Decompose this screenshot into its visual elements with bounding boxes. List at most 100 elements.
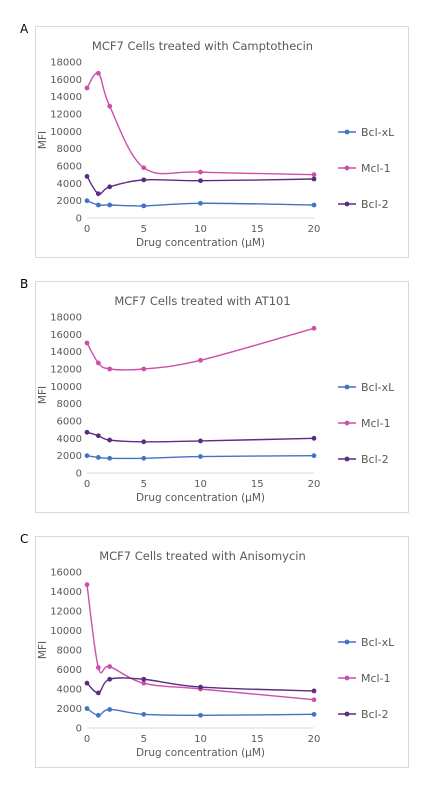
data-point	[141, 455, 147, 461]
x-tick-label: 0	[84, 479, 90, 490]
x-tick-label: 15	[251, 224, 264, 235]
data-point	[311, 711, 317, 717]
y-tick-label: 16000	[50, 330, 82, 341]
x-tick-label: 0	[84, 734, 90, 745]
data-point	[198, 684, 203, 690]
data-point	[198, 169, 203, 175]
y-tick-label: 2000	[57, 451, 82, 462]
chart-frame	[35, 536, 409, 768]
line-chart-svg: MCF7 Cells treated with AT101 0 2000 4000 60…	[37, 294, 395, 504]
legend-marker	[344, 201, 350, 207]
x-axis-title: Drug concentration (µM)	[136, 237, 265, 249]
y-tick-label: 14000	[50, 92, 82, 103]
y-tick-label: 10000	[50, 127, 82, 138]
chart-title: MCF7 Cells treated with Anisomycin	[99, 549, 306, 563]
data-point	[84, 198, 90, 204]
data-point	[95, 360, 101, 366]
x-tick-label: 20	[308, 734, 321, 745]
chart-frame	[35, 26, 409, 258]
y-tick-label: 12000	[50, 365, 82, 376]
y-tick-label: 0	[76, 469, 82, 480]
chart-panel-a: A MCF7 Cells treated with Camptothecin 0 2…	[0, 22, 426, 274]
y-tick-label: 0	[76, 724, 82, 735]
series-line-mcl-1	[86, 327, 315, 371]
data-point	[141, 177, 147, 183]
x-tick-label: 15	[251, 479, 264, 490]
y-tick-label: 4000	[57, 685, 82, 696]
data-point	[141, 203, 147, 209]
data-point	[141, 439, 147, 445]
legend-label: Bcl-xL	[361, 126, 395, 139]
line-chart-svg: MCF7 Cells treated with Anisomycin 0 2000 4…	[37, 549, 395, 759]
data-point	[107, 202, 113, 208]
data-point	[311, 202, 317, 208]
x-axis-title: Drug concentration (µM)	[136, 492, 265, 504]
data-point	[95, 191, 101, 197]
data-point	[84, 85, 90, 91]
legend-label: Bcl-xL	[361, 381, 395, 394]
legend-label: Bcl-2	[361, 708, 389, 721]
legend-label: Mcl-1	[361, 417, 391, 430]
panel-label: C	[20, 532, 29, 546]
data-point	[141, 676, 147, 682]
data-point	[95, 712, 101, 718]
legend-marker	[344, 675, 350, 681]
data-point	[107, 455, 113, 461]
data-point	[198, 200, 203, 206]
y-tick-label: 6000	[57, 162, 82, 173]
y-tick-label: 12000	[50, 110, 82, 121]
x-tick-label: 10	[194, 224, 207, 235]
legend-label: Mcl-1	[361, 672, 391, 685]
series-line-mcl-1	[86, 72, 315, 176]
y-axis-title: MFI	[37, 386, 49, 404]
data-point	[95, 202, 101, 208]
series-line-mcl-1	[86, 584, 315, 701]
legend-marker	[344, 384, 350, 390]
data-point	[107, 664, 113, 669]
y-tick-label: 4000	[57, 434, 82, 445]
y-tick-label: 6000	[57, 417, 82, 428]
data-point	[311, 176, 317, 182]
chart-panel-b: B MCF7 Cells treated with AT101 0 2000 4000…	[0, 277, 426, 529]
data-point	[107, 707, 113, 712]
data-point	[141, 366, 147, 372]
data-point	[107, 184, 113, 190]
y-tick-label: 2000	[57, 704, 82, 715]
legend-label: Bcl-2	[361, 198, 389, 211]
line-chart-svg: MCF7 Cells treated with Camptothecin0200…	[37, 39, 395, 249]
x-tick-label: 10	[194, 734, 207, 745]
y-tick-label: 16000	[50, 568, 82, 579]
legend-marker	[344, 165, 350, 171]
data-point	[141, 680, 147, 686]
data-point	[95, 690, 101, 696]
y-tick-label: 4000	[57, 179, 82, 190]
data-point	[311, 435, 317, 441]
x-tick-label: 10	[194, 479, 207, 490]
x-tick-label: 5	[141, 224, 147, 235]
y-tick-label: 8000	[57, 646, 82, 657]
legend-label: Bcl-2	[361, 453, 389, 466]
y-tick-label: 8000	[57, 144, 82, 155]
x-tick-label: 15	[251, 734, 264, 745]
y-tick-label: 18000	[50, 313, 82, 324]
y-axis-title: MFI	[37, 641, 49, 659]
y-axis-title: MFI	[37, 131, 49, 149]
legend-marker	[344, 456, 350, 462]
y-tick-label: 14000	[50, 587, 82, 598]
x-tick-label: 5	[141, 734, 147, 745]
x-tick-label: 5	[141, 479, 147, 490]
data-point	[198, 454, 203, 459]
data-point	[107, 103, 113, 109]
data-point	[311, 697, 317, 703]
chart-panel-c: C MCF7 Cells treated with Anisomycin 0 200…	[0, 532, 426, 784]
x-axis-title: Drug concentration (µM)	[136, 747, 265, 759]
data-point	[95, 455, 101, 460]
data-point	[84, 429, 90, 435]
panel-label: A	[20, 22, 29, 36]
data-point	[107, 366, 113, 372]
data-point	[311, 325, 317, 331]
y-tick-label: 18000	[50, 58, 82, 69]
data-point	[198, 712, 203, 718]
data-point	[84, 582, 90, 588]
y-tick-label: 16000	[50, 75, 82, 86]
